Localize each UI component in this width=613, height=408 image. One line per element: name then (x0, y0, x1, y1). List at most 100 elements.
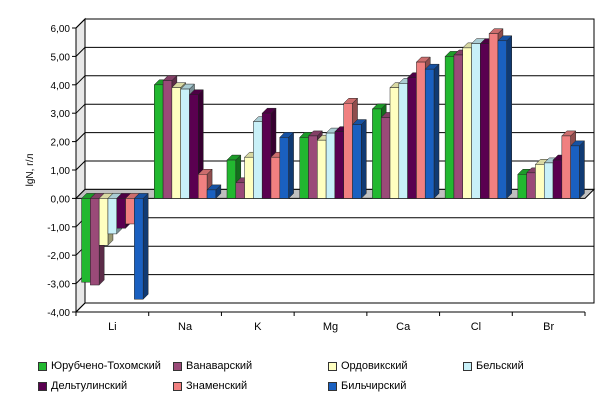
bar-front (416, 61, 426, 199)
x-tick-label: Na (178, 321, 193, 333)
bar-front (526, 172, 536, 199)
bar (133, 192, 149, 300)
bar-side (433, 63, 440, 200)
bar-front (299, 137, 309, 199)
x-tick-label: Ca (396, 321, 411, 333)
legend-label: Бильчирский (341, 380, 407, 392)
bar-front (279, 137, 289, 199)
bar (279, 131, 295, 200)
legend-swatch (328, 381, 337, 391)
legend-item-ordovik: Ордовикский (328, 360, 463, 372)
legend-label: Знаменский (186, 380, 248, 392)
bar-side (288, 131, 294, 200)
bar-side (361, 118, 367, 200)
legend-item-deltulinsky: Дельтулинский (38, 380, 173, 392)
y-tick-label: 5,00 (51, 52, 71, 63)
bar-front (270, 156, 281, 199)
bar-front (317, 139, 327, 199)
bar-front (116, 198, 126, 229)
bar-side (506, 35, 512, 200)
y-tick-label: -3,00 (47, 280, 70, 291)
bar-front (561, 135, 571, 199)
y-tick-label: -4,00 (47, 308, 70, 319)
legend-label: Ванаварский (186, 360, 253, 372)
y-tick-label: 1,00 (51, 166, 71, 177)
bar (424, 63, 440, 200)
legend-swatch (328, 361, 337, 371)
bar-front (471, 43, 481, 199)
chart-svg: -4,00 -3,00 -2,00 -1,00 0,00 1,00 2,00 3,00 4,00… (25, 17, 596, 333)
bar-front (453, 54, 463, 199)
bar-front (90, 198, 100, 286)
bar-front (235, 182, 245, 199)
legend-swatch (38, 361, 47, 371)
bar-front (543, 162, 554, 199)
bar-front (154, 84, 164, 199)
legend-swatch (173, 381, 182, 391)
bar-front (352, 124, 362, 199)
bar-front (535, 164, 545, 199)
bar-front (107, 198, 118, 235)
grid-line (75, 302, 594, 313)
y-tick-label: 4,00 (51, 81, 71, 92)
x-tick-label: Li (108, 321, 117, 333)
y-tick-label: -2,00 (47, 251, 70, 262)
grid-line (75, 18, 594, 29)
grid-line (75, 46, 594, 57)
bar-front (424, 68, 435, 199)
bar-front (552, 159, 563, 199)
legend-swatch (173, 361, 182, 371)
bar-front (244, 156, 254, 199)
legend-swatch (463, 361, 472, 371)
bar-front (206, 189, 217, 199)
bar-front (189, 94, 199, 199)
legend-label: Ордовикский (341, 360, 408, 372)
bar (351, 118, 367, 200)
bar-front (226, 159, 237, 199)
legend-row-2: Дельтулинский Знаменский Бильчирский (38, 376, 608, 396)
bar-front (162, 80, 173, 199)
legend-label: Юрубчено-Тохомский (51, 360, 161, 372)
bar (497, 35, 513, 200)
y-tick-label: 0,00 (51, 194, 71, 205)
bar (570, 140, 586, 200)
bar-side (142, 192, 149, 300)
bar-front (198, 174, 208, 199)
bar-front (134, 198, 144, 300)
legend: Юрубчено-Тохомский Ванаварский Ордовикск… (38, 356, 608, 396)
bar-front (570, 145, 580, 199)
legend-item-belsky: Бельский (463, 360, 593, 372)
bar-front (325, 132, 336, 199)
legend-item-yurubcheno: Юрубчено-Тохомский (38, 360, 173, 372)
bar-front (389, 87, 400, 199)
x-tick-label: Mg (323, 321, 338, 333)
bar-front (253, 121, 263, 199)
bar-front (398, 83, 408, 199)
bar-front (180, 88, 190, 199)
bar-front (380, 117, 391, 199)
bar-front (372, 108, 382, 199)
legend-label: Бельский (476, 360, 524, 372)
legend-item-znamensky: Знаменский (173, 380, 328, 392)
bar-front (407, 77, 417, 199)
bar-front (444, 56, 455, 199)
y-axis-label: lgN, г/л (25, 153, 36, 186)
bar-front (171, 87, 181, 199)
y-tick-label: 2,00 (51, 138, 71, 149)
legend-item-vanavarsky: Ванаварский (173, 360, 328, 372)
bar-front (81, 198, 91, 283)
bar-front (125, 198, 135, 225)
bar-front (488, 33, 499, 199)
bar-front (462, 47, 472, 199)
x-tick-label: Cl (471, 321, 481, 333)
bar-front (343, 103, 353, 199)
legend-label: Дельтулинский (51, 380, 128, 392)
bar-front (480, 43, 490, 199)
bar-front (308, 135, 318, 199)
bar-front (261, 112, 272, 199)
legend-row-1: Юрубчено-Тохомский Ванаварский Ордовикск… (38, 356, 608, 376)
bar-front (98, 198, 109, 246)
y-tick-label: 3,00 (51, 109, 71, 120)
bar (206, 184, 222, 200)
